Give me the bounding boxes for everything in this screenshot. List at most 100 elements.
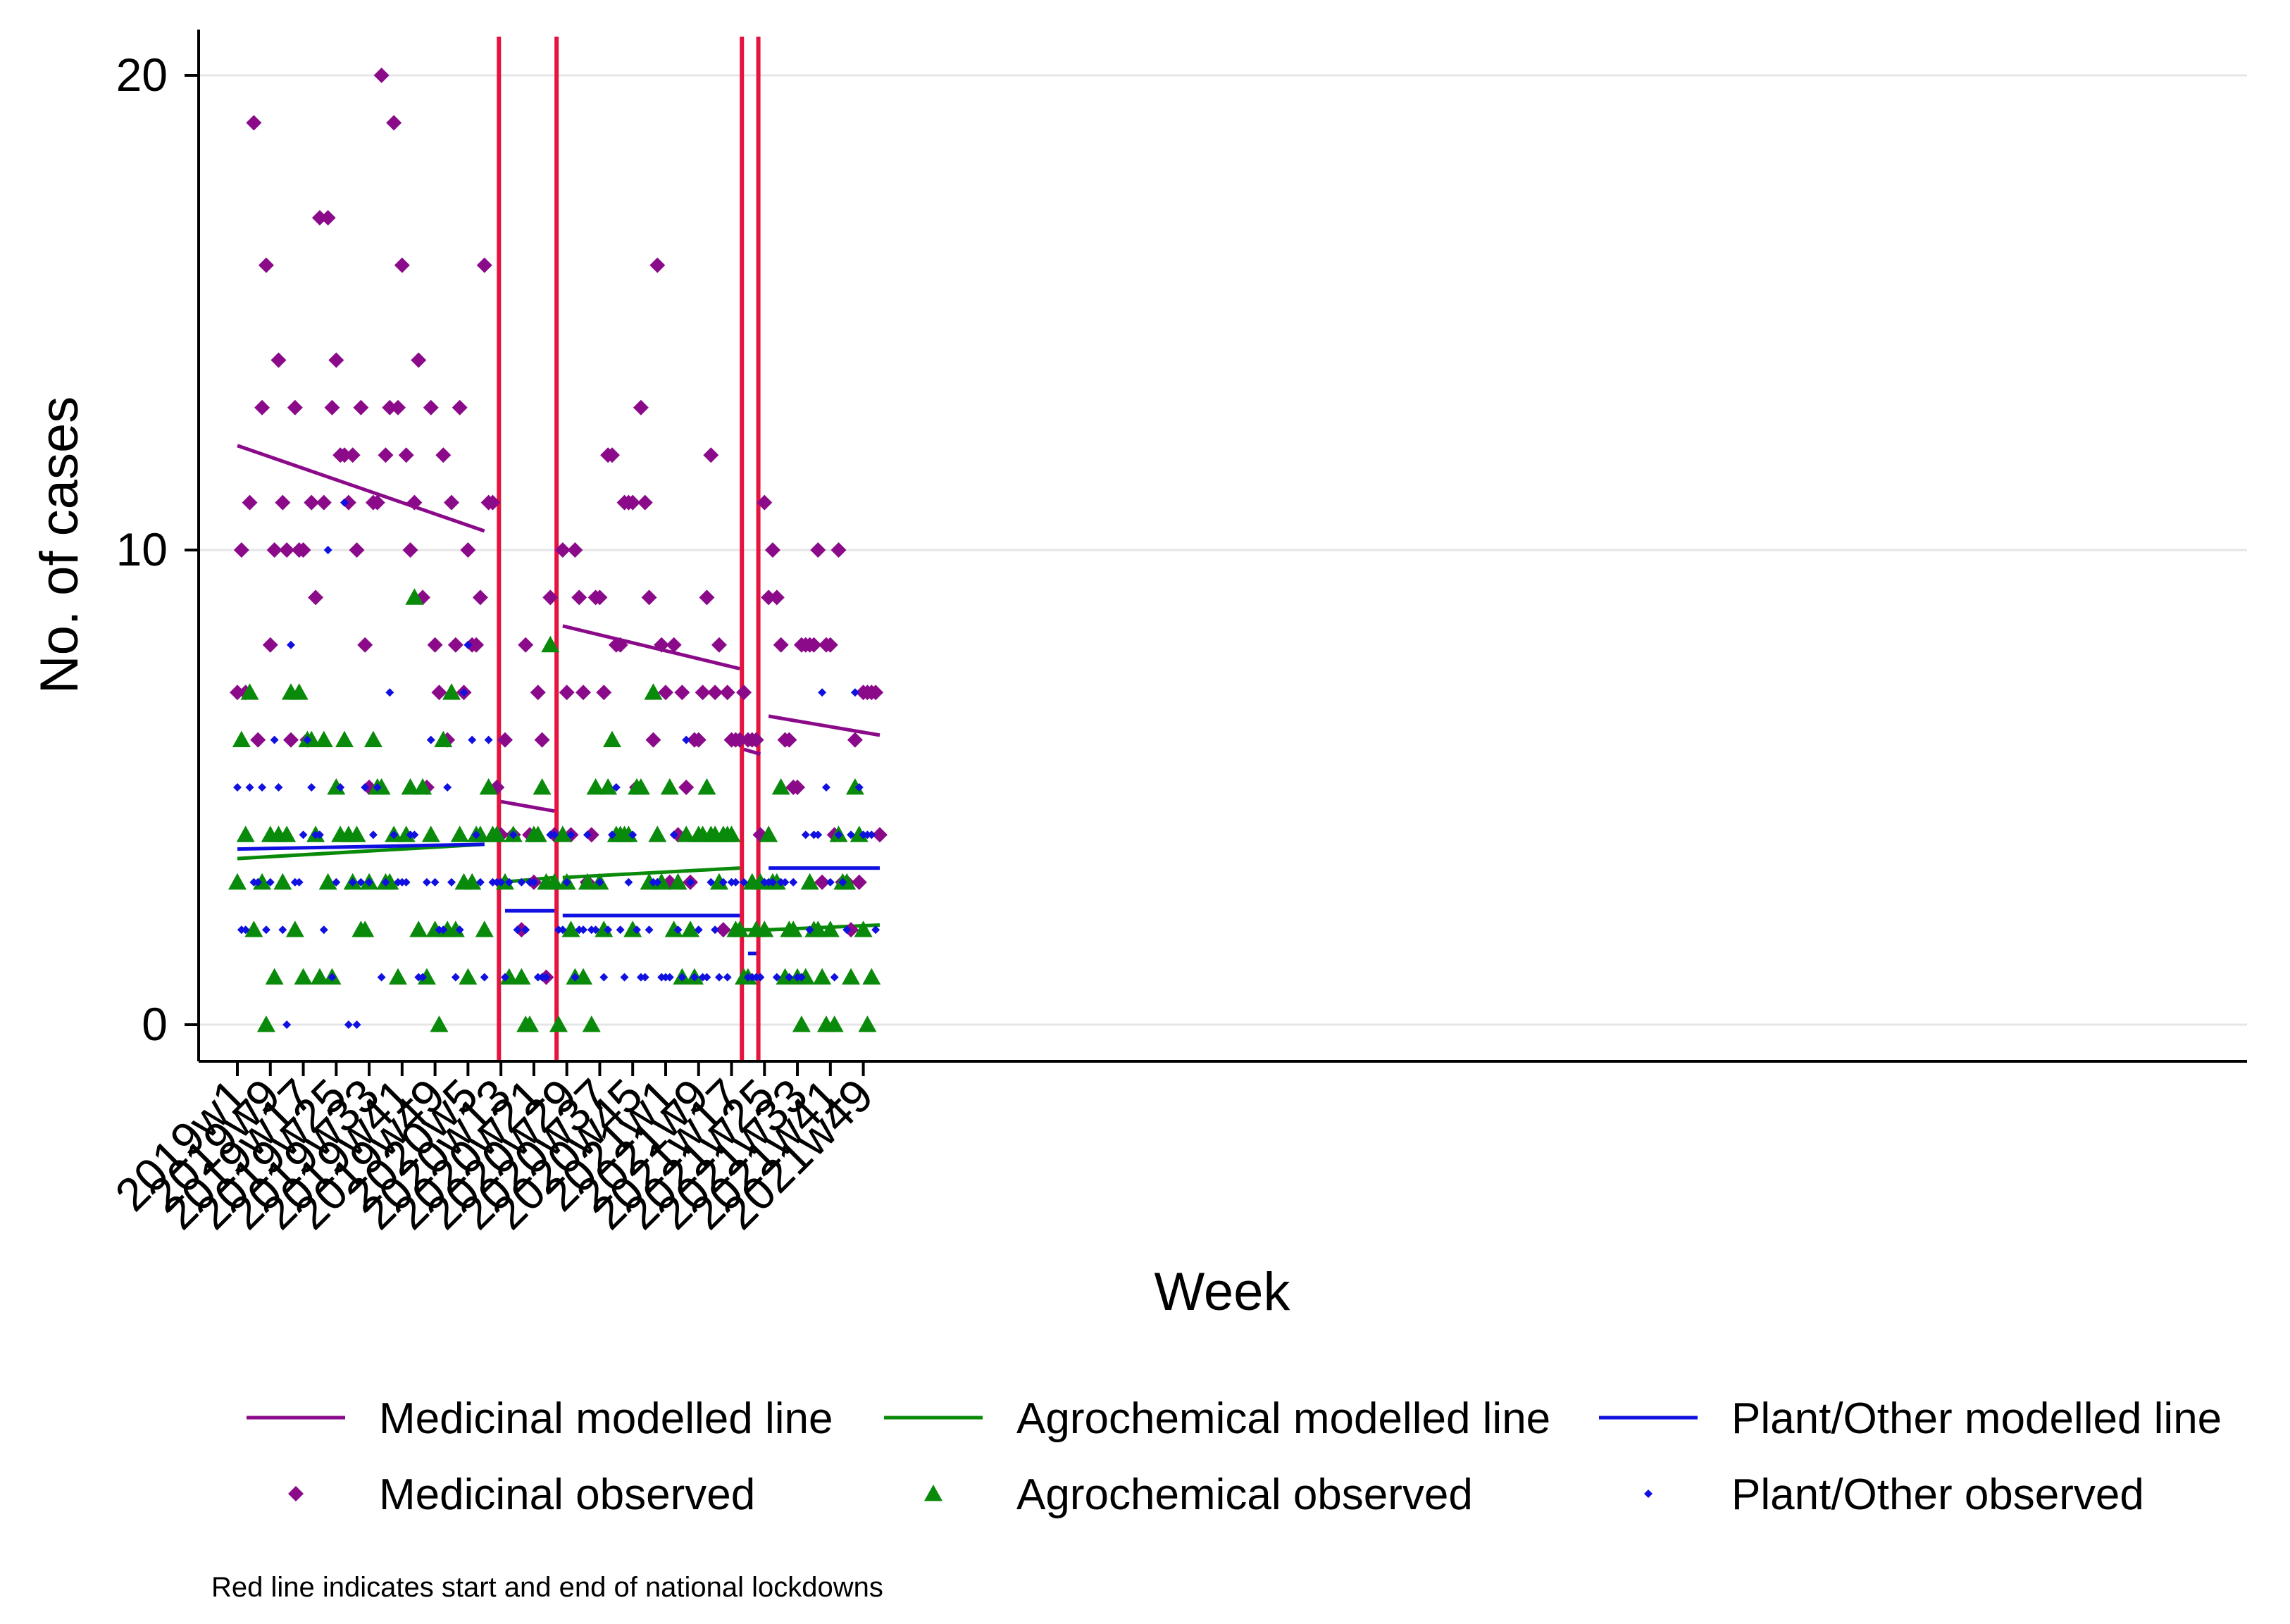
medicinal-modelled-segment: [237, 444, 485, 533]
medicinal-observed-point: [394, 257, 410, 273]
plant-observed-point: [702, 973, 711, 982]
medicinal-observed-point: [518, 637, 534, 653]
plant-observed-point: [299, 830, 308, 839]
medicinal-observed-point: [748, 732, 764, 748]
plant-observed-point: [426, 735, 435, 744]
medicinal-observed-point: [411, 352, 427, 368]
gridlines: [199, 74, 2247, 1026]
agrochemical-observed-point: [545, 873, 564, 890]
plant-observed-point: [678, 973, 687, 982]
medicinal-observed-point: [711, 637, 727, 653]
plant-observed-point: [303, 735, 312, 744]
plant-observed-point: [385, 688, 394, 697]
plant-observed-point: [633, 925, 642, 935]
agrochemical-observed-point: [759, 825, 778, 842]
plant-observed-point: [447, 877, 456, 887]
agrochemical-observed-point: [347, 825, 366, 842]
plant-observed-point: [682, 735, 691, 744]
plant-observed-point: [455, 925, 464, 935]
medicinal-observed-point: [657, 685, 673, 701]
agrochemical-observed-point: [549, 1016, 568, 1032]
plant-observed-point: [504, 877, 514, 887]
medicinal-observed-point: [637, 494, 653, 511]
plant-observed-point: [336, 783, 345, 792]
plant-observed-point: [673, 925, 683, 935]
medicinal-observed-point: [258, 257, 274, 273]
legend: Medicinal modelled line Agrochemical mode…: [247, 1394, 2222, 1519]
medicinal-observed-point: [472, 589, 488, 606]
medicinal-observed-point: [349, 542, 365, 558]
plant-observed-point: [368, 830, 378, 839]
medicinal-observed-point: [822, 637, 838, 653]
medicinal-observed-point: [316, 494, 332, 511]
agrochemical-legend-marker-key: [924, 1485, 942, 1501]
medicinal-observed-point: [406, 494, 423, 511]
agrochemical-observed-point: [285, 920, 304, 937]
medicinal-legend-marker-key: [288, 1486, 304, 1501]
plant-observed-point: [521, 925, 530, 935]
agrochemical-observed-point: [244, 920, 263, 937]
agrochemical-observed-point: [278, 825, 297, 842]
medicinal-observed-point: [810, 542, 826, 558]
medicinal-observed-point: [690, 732, 707, 748]
medicinal-observed-point: [830, 542, 847, 558]
plant-observed-point: [805, 925, 814, 935]
medicinal-observed-point: [287, 399, 303, 416]
plant-observed-point: [328, 973, 337, 982]
agrochemical-observed-point: [697, 778, 716, 795]
medicinal-observed-point: [431, 685, 447, 701]
plant-observed-point: [439, 925, 448, 935]
agrochemical-observed-point: [388, 968, 407, 985]
plant-observed-point: [665, 973, 674, 982]
agrochemical-observed-point: [631, 778, 650, 795]
plant-observed-point: [430, 877, 440, 887]
medicinal-observed-point: [567, 542, 583, 558]
medicinal-observed-point: [427, 637, 443, 653]
agrochemical-observed-point: [479, 778, 498, 795]
legend-label: Plant/Other observed: [1731, 1470, 2144, 1519]
plant-observed-point: [789, 877, 798, 887]
plant-modelled-segment: [237, 842, 485, 851]
medicinal-observed-point: [382, 399, 398, 416]
agrochemical-observed-point: [528, 825, 547, 842]
plant-observed-point: [500, 973, 509, 982]
plant-observed-point: [785, 973, 794, 982]
plant-observed-point: [233, 783, 242, 792]
medicinal-observed-point: [699, 589, 715, 606]
medicinal-observed-point: [452, 399, 468, 416]
agrochemical-observed-point: [755, 920, 774, 937]
medicinal-observed-point: [266, 542, 282, 558]
plant-observed-point: [480, 973, 489, 982]
plant-observed-point: [472, 830, 481, 839]
medicinal-observed-point: [353, 399, 369, 416]
plant-legend-marker-key: [1644, 1489, 1653, 1498]
medicinal-observed-point: [275, 494, 291, 511]
agrochemical-observed-point: [256, 1016, 275, 1032]
plant-observed-point: [475, 877, 485, 887]
plant-observed-point: [241, 925, 250, 935]
y-ticks: 0 10 20: [116, 49, 199, 1050]
plant-observed-point: [686, 877, 695, 887]
medicinal-observed-point: [654, 637, 670, 653]
agrochemical-observed-point: [521, 1016, 540, 1032]
medicinal-observed-point: [378, 447, 394, 463]
medicinal-observed-point: [868, 685, 884, 701]
medicinal-observed-point: [295, 542, 311, 558]
plant-observed-point: [352, 1020, 361, 1029]
agrochemical-observed-point: [294, 968, 313, 985]
agrochemical-observed-point: [553, 825, 572, 842]
agrochemical-observed-point: [771, 778, 790, 795]
medicinal-observed-point: [311, 210, 328, 226]
medicinal-observed-point: [262, 637, 278, 653]
plant-observed-point: [356, 877, 366, 887]
plant-observed-point: [801, 830, 810, 839]
medicinal-observed-point: [344, 447, 361, 463]
plant-observed-point: [645, 925, 654, 935]
medicinal-observed-point: [357, 637, 373, 653]
medicinal-observed-point: [369, 494, 385, 511]
agrochemical-observed-point: [792, 1016, 811, 1032]
plant-observed-point: [377, 973, 386, 982]
medicinal-observed-point: [328, 352, 344, 368]
